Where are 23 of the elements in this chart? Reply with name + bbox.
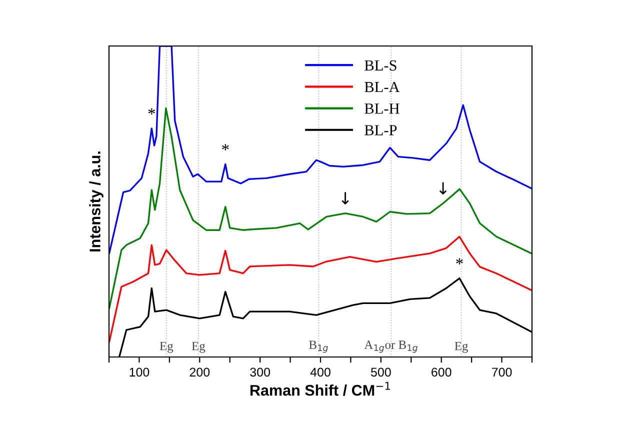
annotation: ↓ (439, 182, 447, 194)
x-tick-label: 500 (371, 368, 391, 377)
legend-label: BL-P (364, 125, 397, 136)
ref-line-label: Eg (192, 342, 206, 353)
ref-line-label: Eg (454, 342, 468, 353)
x-tick-label: 100 (130, 368, 150, 377)
ref-line-label: Eg (160, 342, 174, 353)
x-tick-label: 700 (492, 368, 512, 377)
legend-label: BL-H (364, 104, 400, 114)
x-axis-title: Raman Shift / CM$^{−1}$ (250, 382, 390, 396)
ref-line-label: B$_{1g}$ (309, 340, 328, 353)
x-tick-label: 300 (250, 368, 270, 377)
annotation: * (148, 108, 156, 115)
annotation: ↓ (342, 192, 349, 204)
annotation: * (456, 258, 463, 264)
y-axis-title: Intensity / a.u. (89, 152, 104, 252)
annotation: * (222, 144, 229, 150)
ref-line-label: A$_{1g}$or B$_{1g}$ (364, 340, 418, 353)
x-tick-label: 600 (432, 368, 452, 377)
legend-label: BL-S (364, 60, 396, 71)
x-tick-label: 200 (190, 368, 210, 377)
legend-label: BL-A (364, 82, 400, 92)
x-tick-label: 400 (310, 368, 330, 377)
